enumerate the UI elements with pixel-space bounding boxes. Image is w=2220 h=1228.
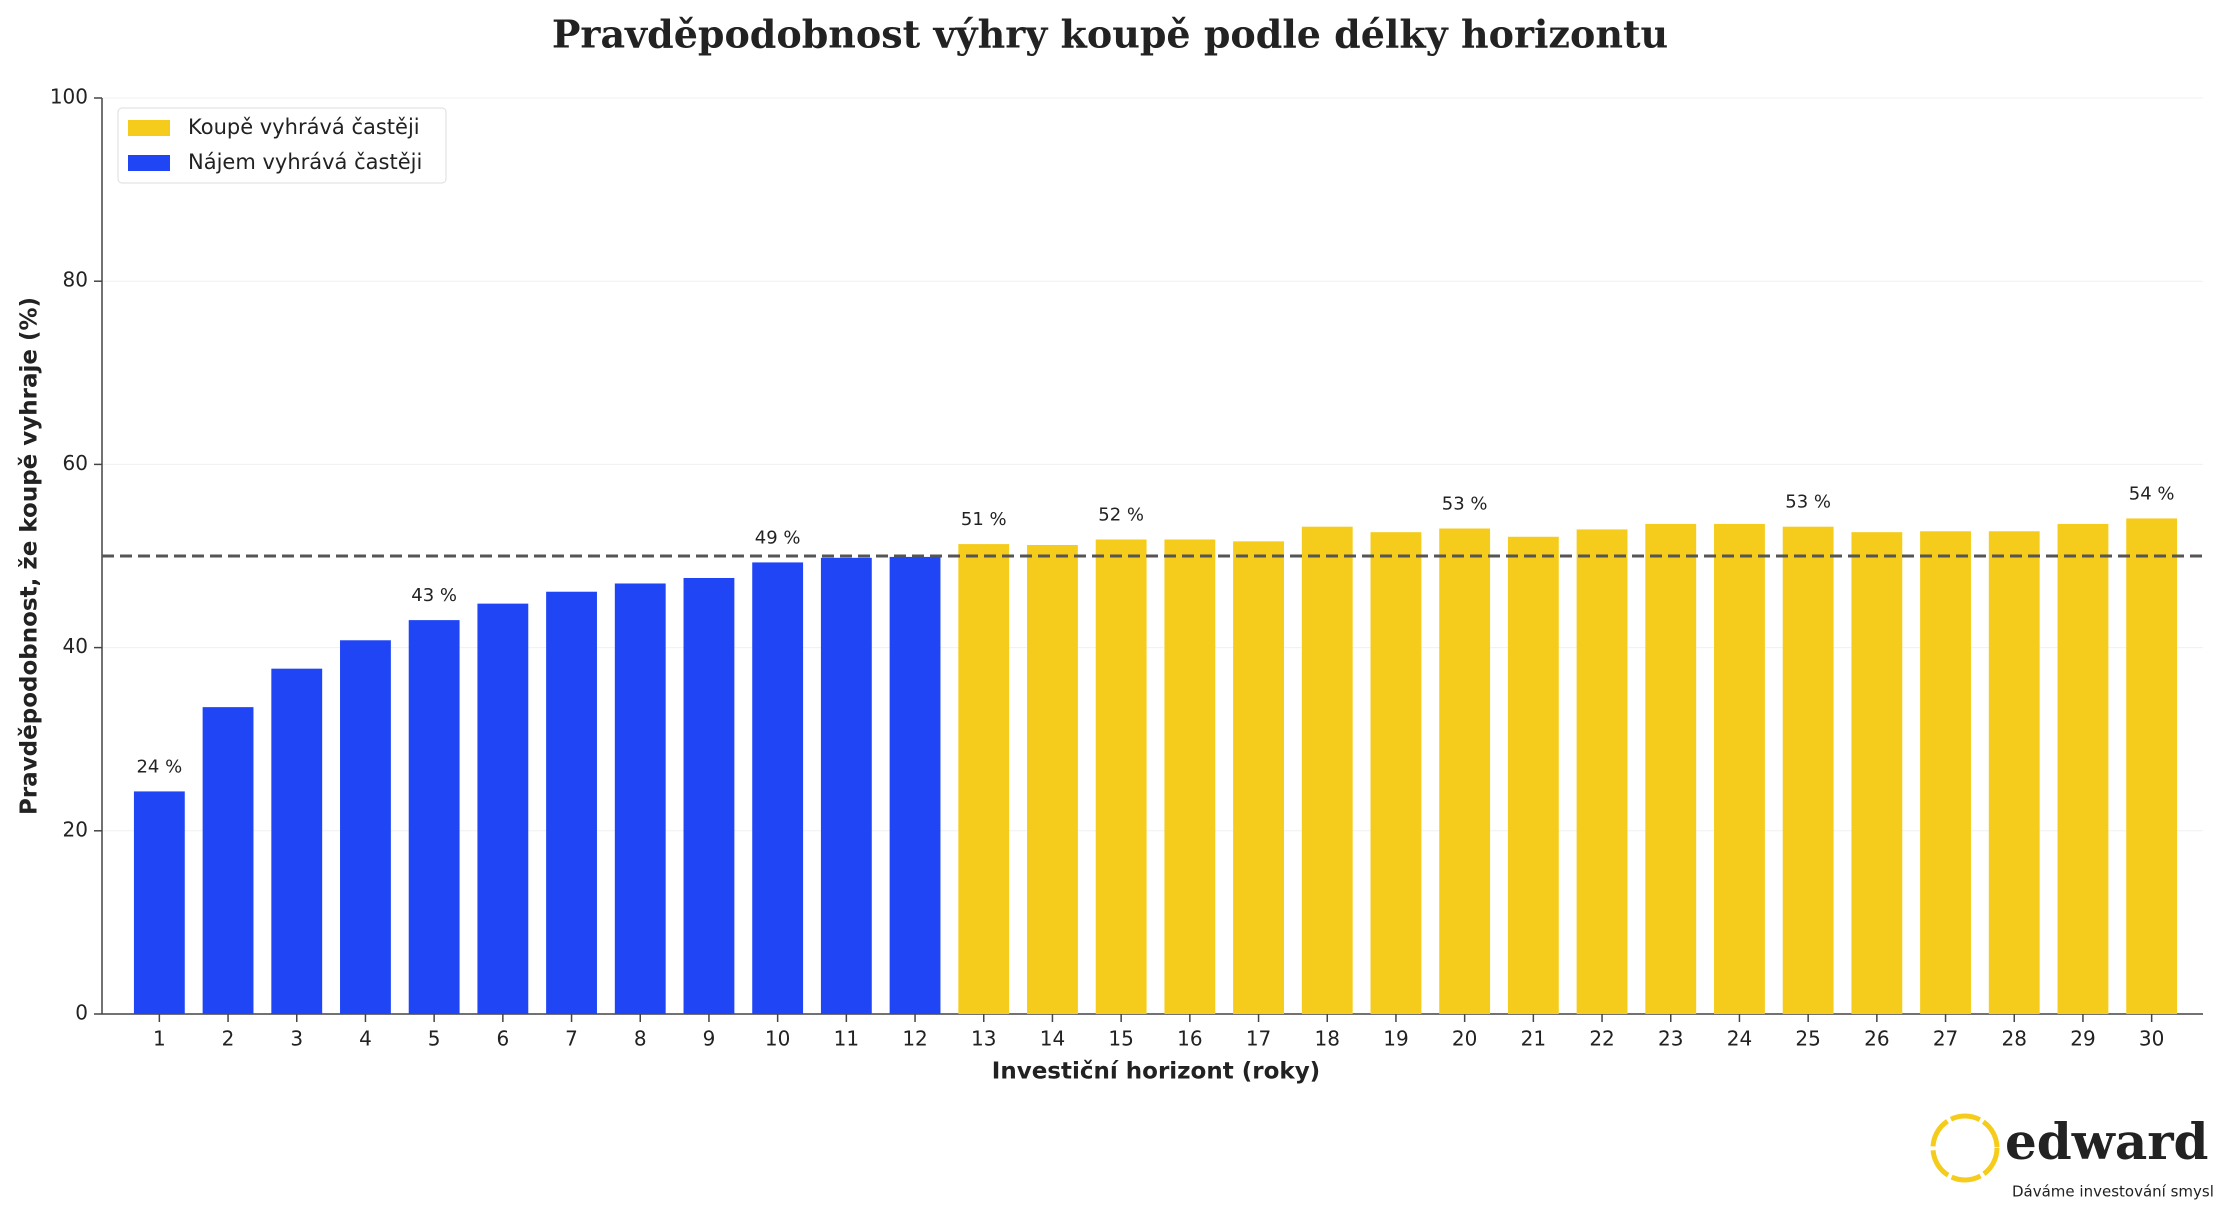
x-tick-label: 20	[1452, 1027, 1477, 1051]
bar	[202, 707, 254, 1014]
x-tick-label: 25	[1795, 1027, 1820, 1051]
x-tick-label: 23	[1658, 1027, 1683, 1051]
x-tick-label: 7	[565, 1027, 578, 1051]
x-tick-label: 18	[1315, 1027, 1340, 1051]
bar	[1782, 526, 1834, 1014]
y-tick-label: 40	[63, 634, 88, 658]
x-tick-label: 26	[1864, 1027, 1889, 1051]
bar	[1851, 532, 1903, 1014]
legend-swatch	[128, 120, 170, 136]
bar	[1988, 531, 2040, 1014]
bar	[1576, 529, 1628, 1014]
bar	[1370, 532, 1422, 1014]
x-tick-label: 29	[2070, 1027, 2095, 1051]
chart-title: Pravděpodobnost výhry koupě podle délky …	[552, 12, 1668, 57]
bar	[1164, 539, 1216, 1014]
bar	[1645, 523, 1697, 1014]
bar	[1095, 539, 1147, 1014]
x-tick-label: 17	[1246, 1027, 1271, 1051]
bar	[1714, 523, 1765, 1014]
legend-swatch	[128, 155, 170, 171]
value-label: 52 %	[1098, 505, 1144, 526]
x-tick-label: 27	[1933, 1027, 1958, 1051]
x-tick-label: 6	[496, 1027, 509, 1051]
bar	[683, 577, 735, 1014]
value-label: 54 %	[2129, 483, 2175, 504]
logo-tagline: Dáváme investování smysl	[2012, 1183, 2214, 1201]
value-label: 43 %	[411, 585, 457, 606]
bar	[889, 556, 941, 1014]
x-tick-label: 30	[2139, 1027, 2164, 1051]
bar	[133, 791, 185, 1014]
x-tick-label: 21	[1521, 1027, 1546, 1051]
y-tick-label: 0	[75, 1001, 88, 1025]
x-tick-label: 16	[1177, 1027, 1202, 1051]
x-tick-label: 9	[703, 1027, 716, 1051]
bar	[1920, 531, 1971, 1014]
legend-box	[117, 107, 447, 184]
y-tick-label: 80	[63, 268, 88, 292]
bar	[1027, 545, 1078, 1014]
bar	[614, 583, 666, 1014]
y-tick-label: 20	[63, 817, 88, 841]
bar	[1507, 536, 1559, 1014]
value-label: 53 %	[1785, 492, 1831, 513]
bar	[477, 603, 529, 1014]
x-tick-label: 28	[2002, 1027, 2027, 1051]
x-tick-label: 1	[153, 1027, 166, 1051]
x-tick-label: 10	[765, 1027, 790, 1051]
x-axis-label: Investiční horizont (roky)	[992, 1059, 1320, 1085]
y-tick-label: 60	[63, 451, 88, 475]
x-tick-label: 24	[1727, 1027, 1752, 1051]
y-axis-label: Pravděpodobnost, že koupě vyhraje (%)	[17, 297, 43, 815]
x-tick-label: 4	[359, 1027, 372, 1051]
x-tick-label: 19	[1383, 1027, 1408, 1051]
value-label: 53 %	[1442, 494, 1488, 515]
y-tick-label: 100	[50, 85, 88, 109]
value-label: 49 %	[755, 527, 801, 548]
bar	[820, 557, 872, 1014]
value-label: 24 %	[136, 756, 182, 777]
bar	[546, 591, 597, 1014]
x-tick-label: 22	[1589, 1027, 1614, 1051]
x-tick-label: 2	[222, 1027, 235, 1051]
x-tick-label: 15	[1108, 1027, 1133, 1051]
legend-label: Koupě vyhrává častěji	[188, 115, 420, 139]
logo-name: edward	[2005, 1112, 2209, 1171]
x-tick-label: 3	[290, 1027, 303, 1051]
x-tick-label: 5	[428, 1027, 441, 1051]
bar	[1233, 541, 1284, 1014]
bar	[2126, 518, 2178, 1014]
x-tick-label: 12	[902, 1027, 927, 1051]
x-tick-label: 14	[1040, 1027, 1065, 1051]
value-label: 51 %	[961, 509, 1007, 530]
x-tick-label: 11	[834, 1027, 859, 1051]
bar	[271, 668, 323, 1014]
bar	[752, 562, 804, 1014]
bar	[958, 544, 1010, 1014]
bar	[1301, 526, 1353, 1014]
logo-mark	[1930, 1113, 2000, 1183]
x-tick-label: 13	[971, 1027, 996, 1051]
bar	[340, 640, 391, 1014]
x-tick-label: 8	[634, 1027, 647, 1051]
bar	[1439, 528, 1491, 1014]
bar	[408, 620, 460, 1014]
legend-label: Nájem vyhrává častěji	[188, 150, 422, 174]
bar	[2057, 523, 2109, 1014]
